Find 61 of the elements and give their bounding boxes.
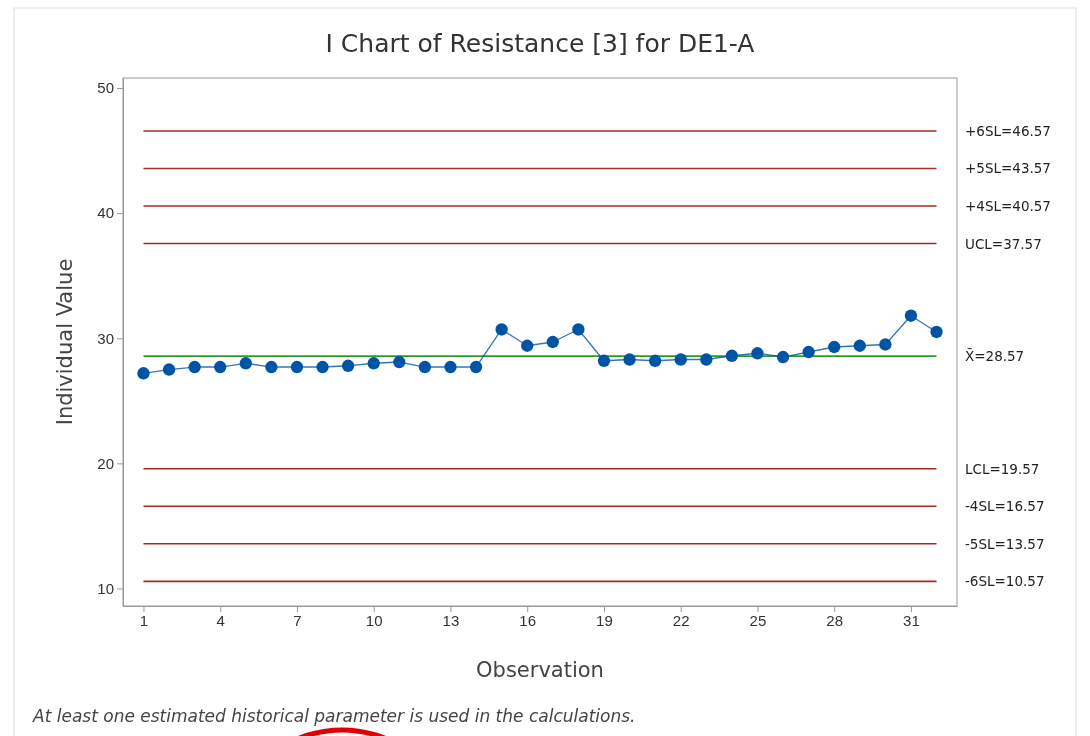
point [341, 359, 355, 372]
ref-line-label: -4SL=16.57 [965, 498, 1045, 515]
point [521, 339, 534, 352]
y-axis-title: Individual Value [53, 258, 77, 426]
point [444, 360, 457, 374]
text: At least one estimated historical parameter is used in the calculations. [32, 706, 636, 726]
ref-line-label: +4SL=40.57 [965, 198, 1051, 214]
x-tick-label: 22 [672, 611, 690, 629]
point [597, 354, 611, 367]
x-tick-label: 28 [826, 611, 844, 629]
point [802, 345, 815, 359]
point [904, 309, 918, 322]
ref-line-label: LCL=19.57 [965, 460, 1040, 477]
y-tick-label: 20 [97, 454, 114, 472]
x-tick-label: 16 [519, 611, 537, 629]
x-tick-label: 7 [293, 611, 302, 629]
y-tick-label: 10 [97, 579, 114, 597]
y-tick-label: 30 [97, 329, 114, 347]
point [188, 360, 201, 374]
x-axis-title: Observation [476, 658, 604, 682]
point [648, 354, 662, 367]
point [674, 353, 687, 366]
point [572, 323, 585, 336]
y-tick-label: 40 [97, 204, 114, 222]
point [137, 367, 150, 380]
x-tick-label: 31 [903, 611, 920, 629]
point [776, 350, 790, 364]
point [290, 360, 304, 374]
y-tick-label: 50 [97, 79, 114, 97]
point [214, 360, 227, 374]
point [393, 355, 406, 369]
point [879, 338, 892, 351]
chart-title: I Chart of Resistance [3] for DE1-A [325, 29, 755, 58]
x-tick-label: 4 [216, 611, 225, 629]
point [469, 360, 483, 374]
x-tick-label: 10 [365, 611, 383, 629]
ref-line-label: X̄=28.57 [965, 347, 1025, 365]
point [930, 325, 943, 339]
point [162, 363, 176, 376]
point [725, 349, 739, 362]
x-tick-label: 1 [139, 611, 149, 629]
ref-line-label: UCL=37.57 [965, 235, 1042, 252]
point [265, 360, 278, 374]
point [828, 340, 841, 354]
point [367, 357, 380, 370]
point [546, 335, 559, 349]
ref-line-label: -5SL=13.57 [965, 535, 1045, 552]
point [418, 360, 432, 374]
point [495, 323, 508, 336]
point [853, 339, 866, 352]
ref-line-label: +6SL=46.57 [965, 122, 1051, 139]
point [623, 353, 636, 366]
point [751, 347, 764, 360]
x-tick-label: 25 [749, 611, 767, 629]
ref-line-label: +5SL=43.57 [965, 160, 1051, 177]
x-tick-label: 13 [442, 611, 460, 629]
point [239, 357, 252, 370]
x-tick-label: 19 [596, 611, 613, 629]
ref-line-label: -6SL=10.57 [965, 573, 1045, 590]
point [700, 353, 713, 366]
point [316, 360, 329, 374]
